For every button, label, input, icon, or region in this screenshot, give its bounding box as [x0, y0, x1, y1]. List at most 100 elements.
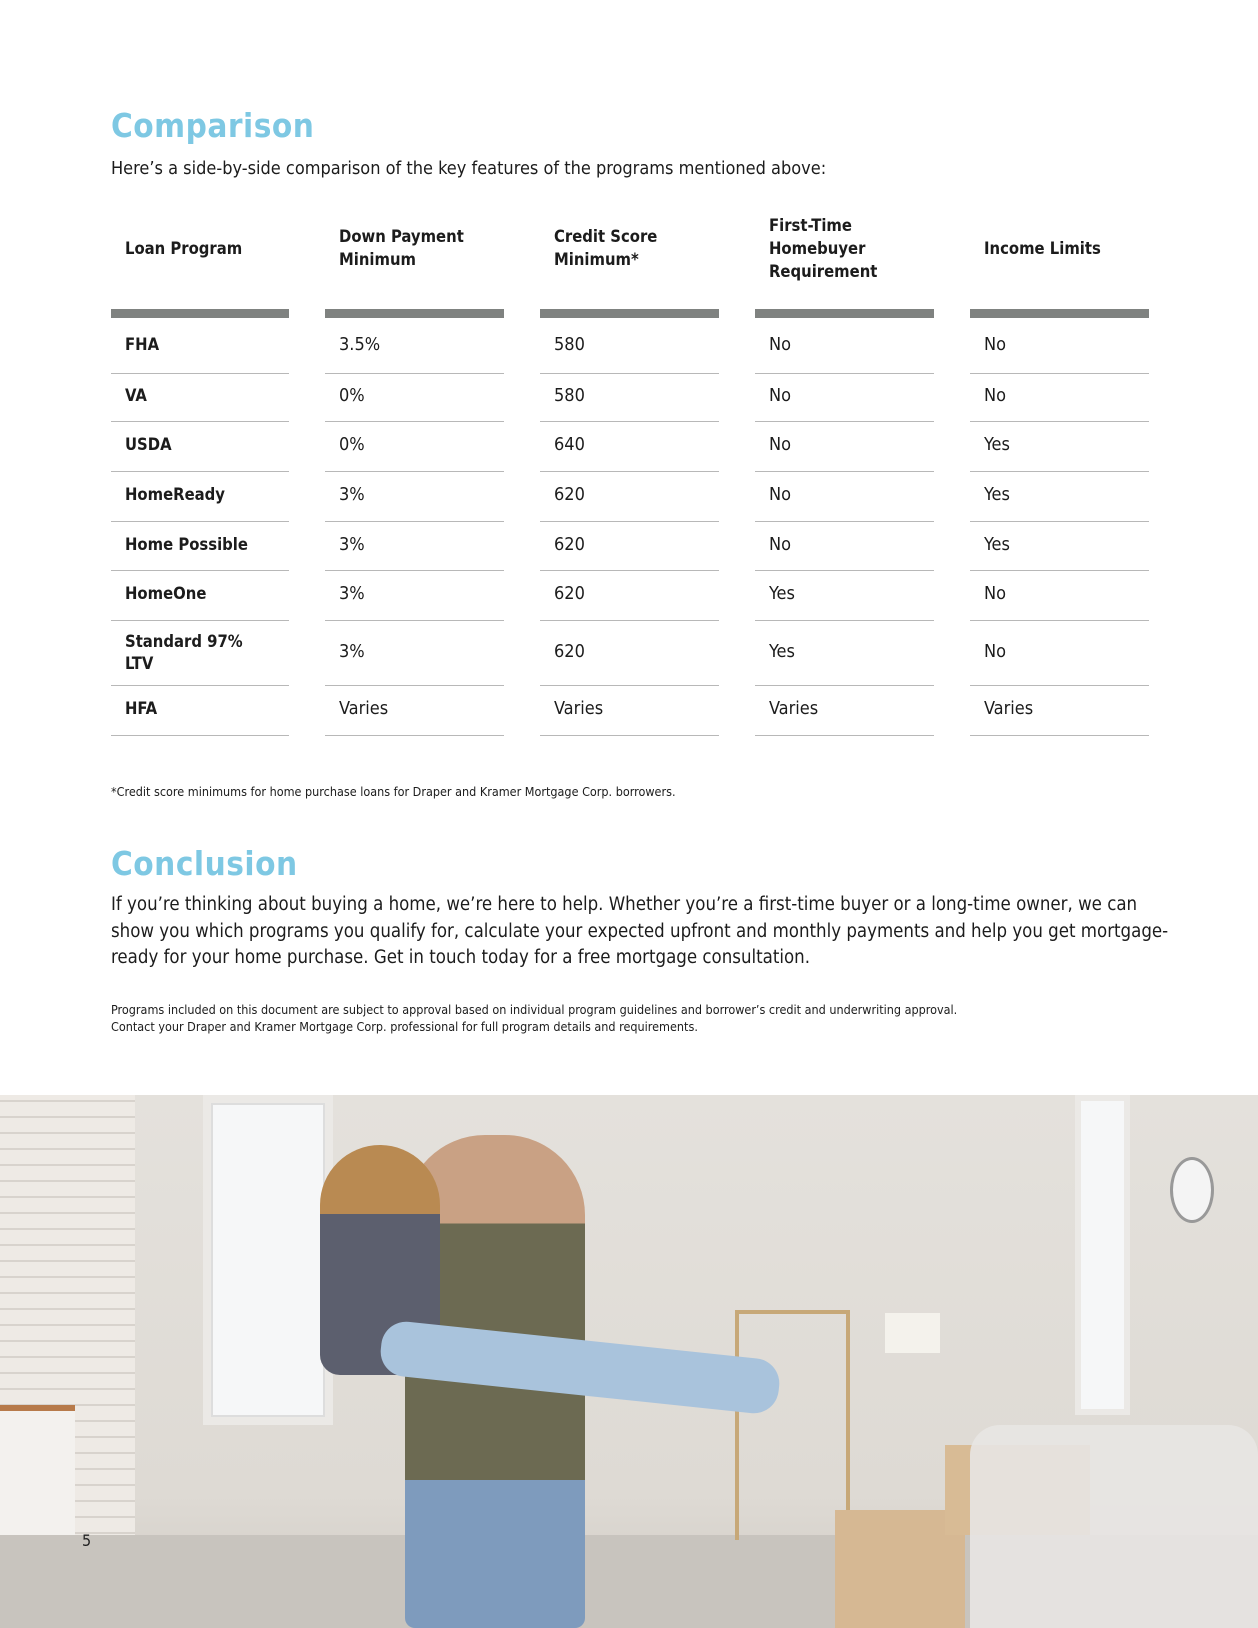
- loan-program-name: FHA: [125, 334, 160, 354]
- table-cell: No: [984, 640, 1007, 662]
- conclusion-body: If you’re thinking about buying a home, …: [111, 894, 1169, 968]
- row-divider: [540, 521, 719, 522]
- table-cell: 3%: [339, 583, 365, 604]
- row-divider: [111, 521, 289, 522]
- loan-program-name: VA: [125, 386, 147, 405]
- row-divider: [755, 421, 934, 422]
- row-divider: [540, 735, 719, 736]
- table-cell: Yes: [984, 434, 1010, 455]
- table-cell: Yes: [984, 533, 1010, 555]
- row-divider: [540, 685, 719, 686]
- row-divider: [325, 735, 504, 736]
- row-divider: [111, 471, 289, 472]
- table-cell: No: [769, 533, 792, 555]
- wall-clock: [1170, 1157, 1214, 1223]
- header-bar: [540, 309, 719, 318]
- row-divider: [755, 685, 934, 686]
- table-cell: No: [769, 484, 792, 505]
- couple-moving-in-photo: 5: [0, 1095, 1258, 1628]
- table-cell: Varies: [554, 698, 604, 719]
- shelf: [735, 1310, 850, 1540]
- row-divider: [325, 570, 504, 571]
- table-cell: Yes: [769, 583, 795, 604]
- floor-lamp: [885, 1313, 940, 1353]
- row-divider: [540, 421, 719, 422]
- row-divider: [111, 685, 289, 686]
- table-cell: Yes: [769, 640, 795, 662]
- table-cell: 580: [554, 385, 585, 406]
- table-cell: No: [769, 434, 792, 455]
- window-right: [1075, 1095, 1130, 1415]
- disclaimer-line-2: Contact your Draper and Kramer Mortgage …: [111, 1019, 698, 1034]
- moving-box: [835, 1510, 965, 1628]
- row-divider: [755, 735, 934, 736]
- row-divider: [540, 620, 719, 621]
- header-bar: [970, 309, 1149, 318]
- row-divider: [970, 685, 1149, 686]
- loan-program-name: HomeReady: [125, 485, 225, 504]
- row-divider: [325, 521, 504, 522]
- column-header: Loan Program: [125, 238, 243, 258]
- column-header: First-Time Homebuyer Requirement: [769, 215, 878, 281]
- row-divider: [970, 373, 1149, 374]
- table-cell: No: [984, 333, 1007, 355]
- row-divider: [540, 373, 719, 374]
- row-divider: [970, 735, 1149, 736]
- header-bar: [111, 309, 289, 318]
- column-header: Down Payment Minimum: [339, 227, 464, 269]
- row-divider: [325, 421, 504, 422]
- table-cell: No: [984, 385, 1007, 406]
- row-divider: [755, 521, 934, 522]
- table-cell: Yes: [984, 484, 1010, 505]
- table-cell: No: [984, 583, 1007, 604]
- conclusion-title: Conclusion: [111, 844, 298, 883]
- table-cell: 0%: [339, 385, 365, 406]
- row-divider: [325, 685, 504, 686]
- row-divider: [111, 620, 289, 621]
- header-bar: [755, 309, 934, 318]
- table-cell: 0%: [339, 434, 365, 455]
- row-divider: [111, 735, 289, 736]
- column-header: Credit Score Minimum*: [554, 227, 658, 269]
- comparison-title: Comparison: [111, 106, 315, 145]
- table-cell: 640: [554, 434, 585, 455]
- row-divider: [325, 471, 504, 472]
- row-divider: [540, 570, 719, 571]
- row-divider: [970, 471, 1149, 472]
- column-header: Income Limits: [984, 238, 1101, 258]
- disclaimer: Programs included on this document are s…: [111, 1001, 957, 1035]
- covered-sofa: [970, 1425, 1258, 1628]
- table-cell: Varies: [984, 698, 1034, 719]
- row-divider: [970, 620, 1149, 621]
- table-cell: 620: [554, 484, 585, 505]
- table-cell: 620: [554, 533, 585, 555]
- row-divider: [325, 620, 504, 621]
- window-left: [203, 1095, 333, 1425]
- row-divider: [970, 570, 1149, 571]
- row-divider: [755, 373, 934, 374]
- table-cell: Varies: [339, 698, 389, 719]
- row-divider: [111, 570, 289, 571]
- row-divider: [755, 620, 934, 621]
- table-cell: 3%: [339, 533, 365, 555]
- page-number: 5: [82, 1531, 92, 1550]
- row-divider: [325, 373, 504, 374]
- row-divider: [970, 421, 1149, 422]
- loan-program-name: HFA: [125, 699, 158, 718]
- row-divider: [755, 471, 934, 472]
- table-cell: No: [769, 385, 792, 406]
- table-cell: 3%: [339, 640, 365, 662]
- loan-program-name: USDA: [125, 435, 172, 454]
- table-cell: No: [769, 333, 792, 355]
- row-divider: [970, 521, 1149, 522]
- comparison-intro: Here’s a side-by-side comparison of the …: [111, 158, 827, 179]
- row-divider: [755, 570, 934, 571]
- table-cell: 3.5%: [339, 333, 381, 355]
- row-divider: [540, 471, 719, 472]
- table-cell: 620: [554, 583, 585, 604]
- table-cell: Varies: [769, 698, 819, 719]
- loan-program-name: Home Possible: [125, 534, 248, 554]
- table-cell: 620: [554, 640, 585, 662]
- loan-program-name: HomeOne: [125, 584, 207, 603]
- loan-program-name: Standard 97% LTV: [125, 631, 243, 673]
